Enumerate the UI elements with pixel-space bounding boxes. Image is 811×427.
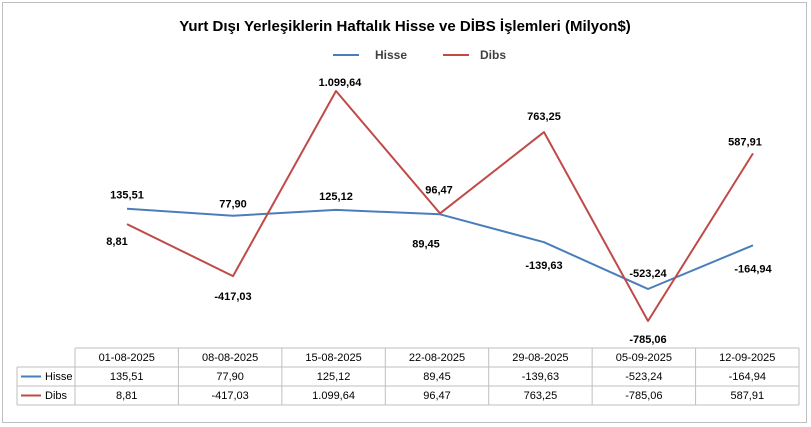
chart-frame: Yurt Dışı Yerleşiklerin Haftalık Hisse v… [2, 2, 807, 423]
data-labels: 135,51 77,90 125,12 89,45 -139,63 -523,24 -164… [106, 77, 772, 346]
table-cell: -139,63 [522, 371, 559, 383]
table-cell: 8,81 [116, 390, 137, 402]
data-label-hisse: 77,90 [219, 199, 247, 211]
data-label-hisse: -523,24 [629, 268, 667, 280]
plot-area [126, 90, 754, 322]
legend-label-dibs: Dibs [480, 48, 506, 62]
table-cell: 587,91 [730, 390, 764, 402]
table-header-date: 08-08-2025 [202, 352, 258, 364]
data-label-dibs: 96,47 [425, 184, 453, 196]
table-header-date: 01-08-2025 [99, 352, 155, 364]
data-label-dibs: 587,91 [728, 136, 762, 148]
data-label-dibs: -785,06 [629, 334, 666, 346]
data-label-hisse: 125,12 [319, 191, 353, 203]
data-label-dibs: 8,81 [106, 236, 127, 248]
data-label-hisse: -139,63 [525, 260, 562, 272]
table-header-date: 12-09-2025 [719, 352, 775, 364]
data-label-dibs: 1.099,64 [319, 77, 363, 89]
table-cell: -785,06 [625, 390, 662, 402]
table-cell: -417,03 [211, 390, 248, 402]
data-label-hisse: 89,45 [412, 238, 440, 250]
table-cell: 96,47 [423, 390, 451, 402]
table-cell: 89,45 [423, 371, 451, 383]
data-label-hisse: 135,51 [110, 190, 144, 202]
chart-title: Yurt Dışı Yerleşiklerin Haftalık Hisse v… [179, 18, 631, 35]
table-header-date: 29-08-2025 [512, 352, 568, 364]
table-cell: 77,90 [216, 371, 244, 383]
table-cell: 1.099,64 [312, 390, 355, 402]
legend: Hisse Dibs [333, 48, 506, 62]
data-label-hisse: -164,94 [734, 263, 772, 275]
legend-label-hisse: Hisse [375, 48, 407, 62]
table-cell: 125,12 [317, 371, 351, 383]
data-label-dibs: -417,03 [214, 291, 251, 303]
table-cell: -164,94 [729, 371, 766, 383]
table-cell: -523,24 [625, 371, 662, 383]
table-row-label-hisse: Hisse [45, 371, 73, 383]
chart-svg: Yurt Dışı Yerleşiklerin Haftalık Hisse v… [16, 18, 800, 406]
table-cell: 763,25 [524, 390, 558, 402]
table-cell: 135,51 [110, 371, 144, 383]
table-header-date: 15-08-2025 [305, 352, 361, 364]
table-header-date: 05-09-2025 [616, 352, 672, 364]
data-label-dibs: 763,25 [527, 111, 561, 123]
table-header-date: 22-08-2025 [409, 352, 465, 364]
data-table: 01-08-2025 08-08-2025 15-08-2025 22-08-2025… [16, 347, 800, 406]
table-row-label-dibs: Dibs [45, 390, 68, 402]
